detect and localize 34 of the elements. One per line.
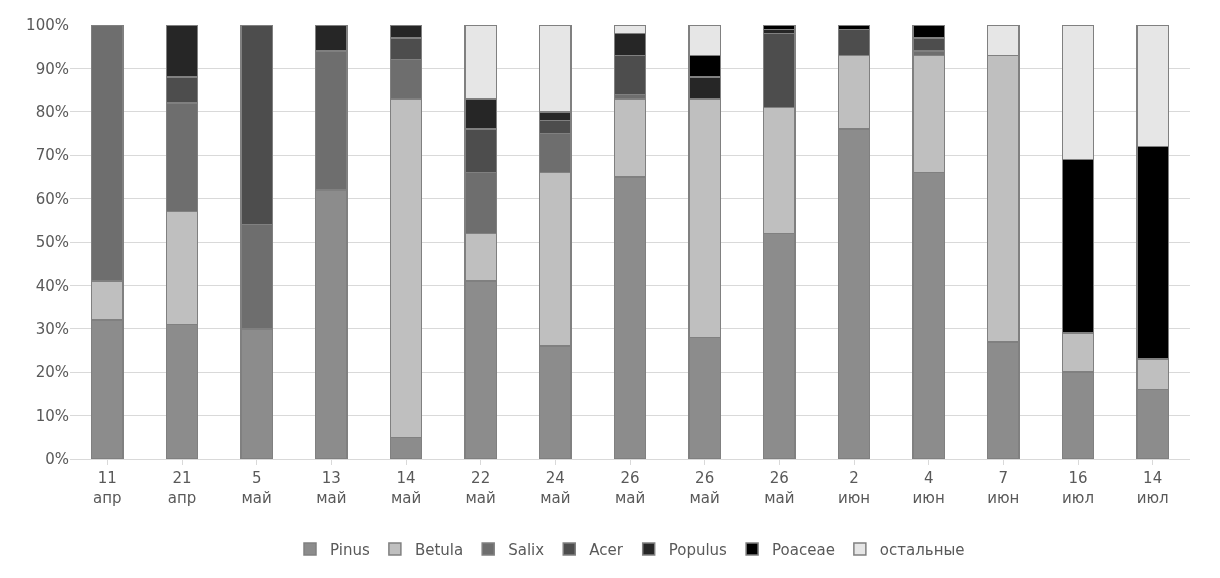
bar [762, 25, 796, 31]
y-tick-label: 60% [35, 189, 69, 208]
x-tick-label: 22 май [465, 469, 496, 507]
y-tick-label: 80% [35, 103, 69, 122]
y-tick-label: 100% [26, 16, 69, 35]
legend-label: остальные [879, 540, 965, 559]
legend-label: Populus [668, 540, 728, 559]
y-tick-label: 30% [35, 320, 69, 339]
x-tick-label: 13 май [316, 469, 347, 507]
y-tick-label: 70% [35, 146, 69, 165]
x-tick-label: 2 июн [837, 469, 871, 507]
x-tick-label: 26 май [689, 469, 720, 507]
y-tick-label: 10% [35, 406, 69, 425]
x-tick-label: 26 май [764, 469, 795, 507]
x-tick-label: 14 май [390, 469, 422, 507]
x-tick-label: 14 июл [1136, 469, 1169, 507]
y-tick-label: 0% [45, 450, 69, 469]
legend-label: Pinus [330, 540, 370, 559]
x-tick-label: 4 июн [912, 469, 945, 507]
y-tick-label: 40% [35, 276, 69, 295]
x-tick-label: 24 май [540, 469, 571, 507]
y-tick-label: 20% [35, 363, 69, 382]
x-tick-label: 5 май [241, 469, 272, 507]
y-tick-label: 50% [35, 233, 69, 252]
legend-label: Acer [589, 540, 624, 559]
x-tick-label: 7 июн [987, 469, 1020, 507]
x-tick-label: 26 май [614, 469, 646, 507]
x-tick-label: 16 июл [1062, 469, 1094, 507]
legend-label: Salix [508, 540, 545, 559]
y-tick-label: 90% [35, 59, 69, 78]
legend-label: Poaceae [772, 540, 835, 559]
legend-label: Betula [414, 540, 464, 559]
x-tick-label: 11 апр [93, 469, 122, 507]
x-tick-label: 21 апр [167, 469, 197, 507]
